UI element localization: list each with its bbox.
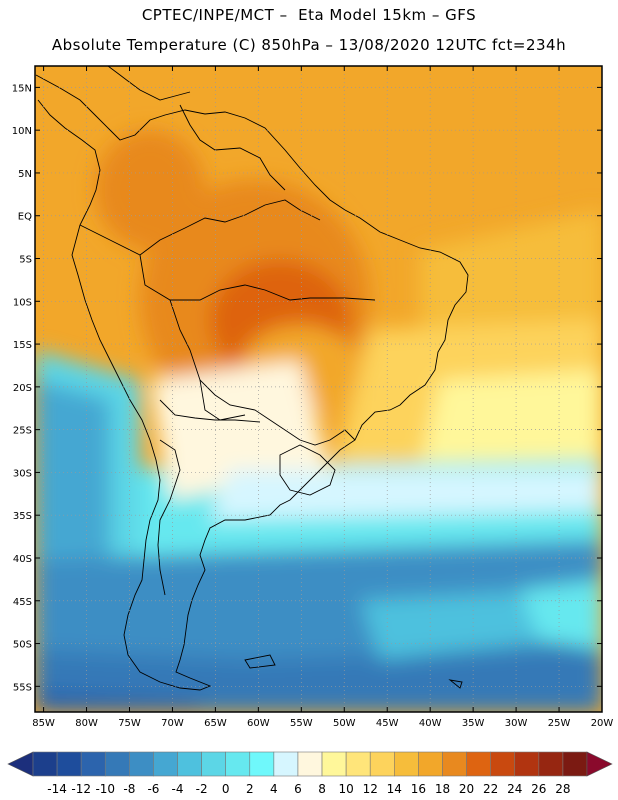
colorbar-swatch (129, 751, 154, 777)
lat-tick-label: 15N (12, 83, 32, 94)
colorbar-label: -4 (172, 782, 184, 796)
colorbar-label: 16 (411, 782, 426, 796)
colorbar-swatch (249, 751, 275, 777)
colorbar-over-arrow (586, 751, 613, 777)
map-title-line1: CPTEC/INPE/MCT – Eta Model 15km – GFS (141, 6, 477, 24)
colorbar-label: 10 (338, 782, 353, 796)
lat-tick-label: 25S (13, 426, 32, 437)
colorbar-swatch (562, 751, 588, 777)
lon-tick-label: 30W (505, 718, 528, 729)
border-central (169, 299, 356, 446)
colorbar-label: 2 (246, 782, 254, 796)
colorbar-swatch (297, 751, 323, 777)
map-title-line2: Absolute Temperature (C) 850hPa – 13/08/… (51, 36, 567, 54)
colorbar-label: 14 (387, 782, 402, 796)
lon-tick-label: 80W (75, 718, 98, 729)
lon-tick-label: 65W (204, 718, 227, 729)
axis-ticks: 15N 10N 5N EQ 5S 10S 15S 20S 25S 30S 35S 40S 45S 50S 5… (12, 66, 614, 729)
colorbar-swatch (104, 751, 130, 777)
colorbar-swatch (394, 751, 419, 777)
colorbar-swatch (345, 751, 371, 777)
lat-tick-label: 5N (18, 169, 32, 180)
temperature-field (35, 66, 602, 712)
colorbar-swatch (56, 751, 82, 777)
colorbar-label: -6 (147, 782, 159, 796)
lat-tick-label: EQ (18, 212, 32, 223)
lat-tick-label: 35S (13, 511, 32, 522)
lon-tick-label: 55W (290, 718, 313, 729)
lat-tick-label: 20S (13, 383, 32, 394)
colorbar-swatch (466, 751, 491, 777)
lon-tick-label: 40W (419, 718, 442, 729)
lat-tick-label: 45S (13, 597, 32, 608)
colorbar-label: -12 (71, 782, 91, 796)
colorbar-label: -10 (95, 782, 115, 796)
colorbar-label: 6 (294, 782, 302, 796)
border-bolivia (199, 379, 246, 421)
colorbar-under-arrow (7, 751, 34, 777)
border-amazon (139, 254, 376, 301)
lon-tick-label: 70W (161, 718, 184, 729)
colorbar-label: -14 (47, 782, 67, 796)
colorbar-swatch (80, 751, 106, 777)
lon-tick-label: 60W (247, 718, 270, 729)
south-america-outline (35, 74, 469, 691)
border-north (79, 199, 321, 256)
lon-tick-label: 85W (32, 718, 55, 729)
colorbar-label: 8 (318, 782, 326, 796)
colorbar-label: 20 (459, 782, 474, 796)
border-andes (157, 439, 181, 596)
lat-tick-label: 15S (13, 340, 32, 351)
colorbar-swatch (514, 751, 540, 777)
colorbar-swatch (201, 751, 226, 777)
map-frame (34, 65, 603, 713)
colorbar-label: 0 (222, 782, 230, 796)
colorbar-swatch (273, 751, 299, 777)
colorbar-swatch (538, 751, 564, 777)
colorbar-swatch (321, 751, 347, 777)
lat-tick-label: 50S (13, 640, 32, 651)
colorbar-label: 18 (435, 782, 450, 796)
falkland-islands (244, 654, 276, 669)
colorbar-label: -8 (123, 782, 135, 796)
colorbar-swatch (177, 751, 202, 777)
lat-tick-label: 55S (13, 682, 32, 693)
lat-tick-label: 10N (12, 126, 32, 137)
temperature-map: 15N 10N 5N EQ 5S 10S 15S 20S 25S 30S 35S 40S 45S 50S 5… (12, 65, 614, 729)
lon-tick-label: 25W (548, 718, 571, 729)
lat-tick-label: 10S (13, 297, 32, 308)
colorbar-label: 22 (483, 782, 498, 796)
lat-tick-label: 5S (19, 255, 32, 266)
colorbar-label: 26 (531, 782, 546, 796)
south-georgia (448, 679, 463, 689)
colorbar-label: 28 (555, 782, 570, 796)
field-shading (35, 130, 602, 712)
graticule (35, 66, 603, 712)
central-america-coast (107, 66, 191, 101)
border-venezuela (179, 104, 286, 191)
colorbar-label: -2 (196, 782, 208, 796)
colorbar-swatch (369, 751, 395, 777)
lon-tick-label: 45W (376, 718, 399, 729)
colorbar-label: 24 (507, 782, 522, 796)
lon-tick-label: 75W (118, 718, 141, 729)
lon-tick-label: 50W (333, 718, 356, 729)
border-chile-argentina-north (159, 399, 261, 423)
lon-tick-label: 35W (462, 718, 485, 729)
lat-tick-label: 40S (13, 554, 32, 565)
colorbar-swatch (490, 751, 516, 777)
lat-tick-label: 30S (13, 468, 32, 479)
lon-tick-label: 20W (591, 718, 614, 729)
colorbar-swatch (225, 751, 251, 777)
colorbar-label: 12 (363, 782, 378, 796)
colorbar-swatch (418, 751, 443, 777)
border-uruguay (279, 444, 336, 496)
colorbar-label: 4 (270, 782, 278, 796)
colorbar-swatch (153, 751, 178, 777)
colorbar-swatch (32, 751, 58, 777)
coastlines-borders (35, 66, 469, 691)
colorbar-swatch (442, 751, 467, 777)
